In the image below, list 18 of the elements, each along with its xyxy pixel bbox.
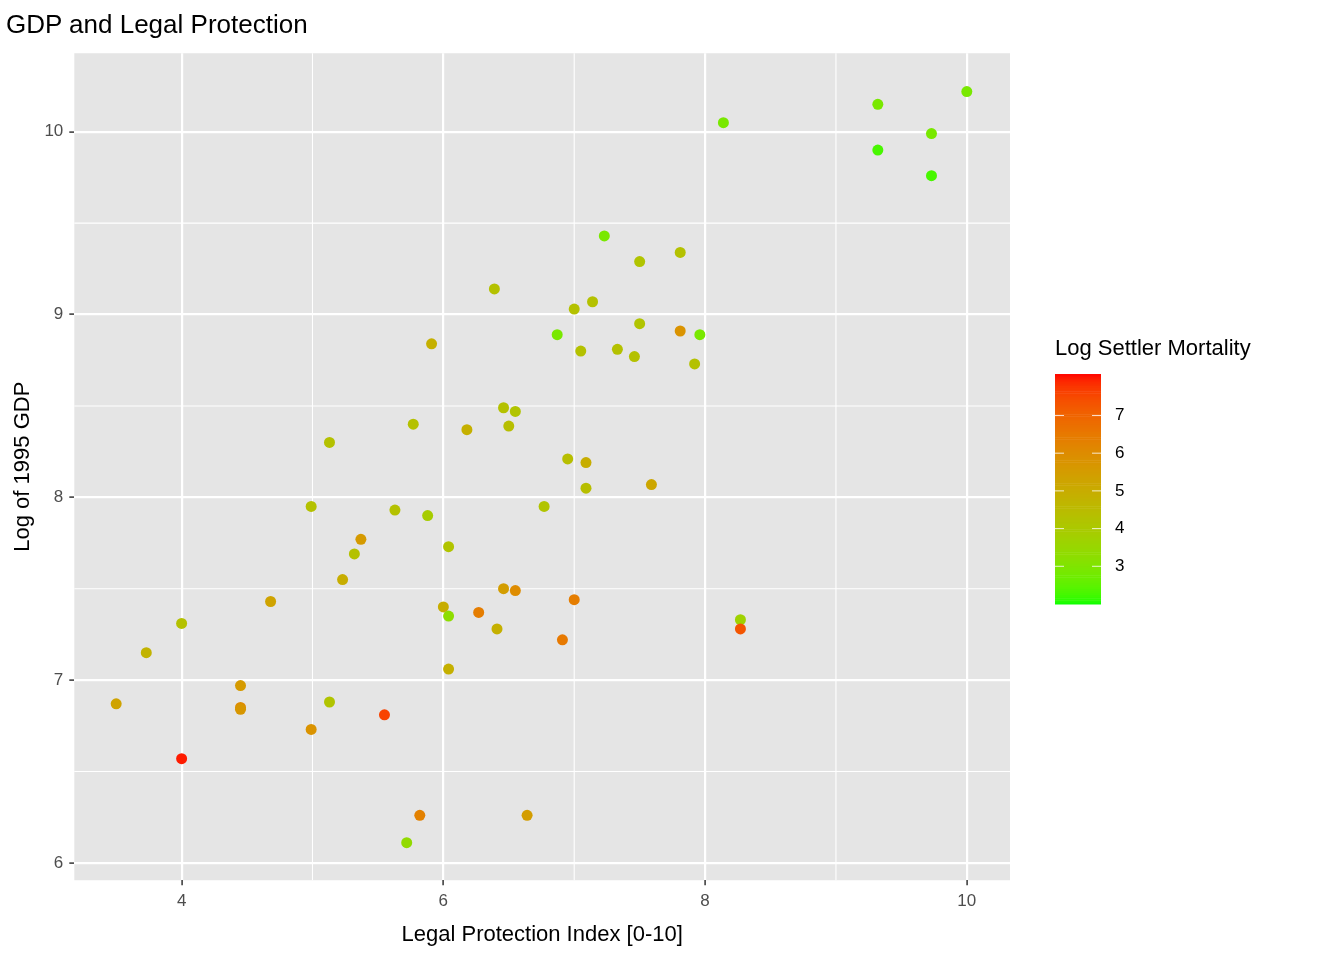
- y-tick-label: 10: [44, 121, 64, 141]
- y-tick-label: 9: [53, 304, 64, 324]
- color-bar-label: 3: [1115, 555, 1125, 575]
- color-bar-label: 4: [1115, 518, 1125, 538]
- x-axis-title: Legal Protection Index [0-10]: [401, 920, 683, 946]
- y-tick-label: 6: [53, 852, 64, 872]
- chart-title: GDP and Legal Protection: [6, 8, 308, 39]
- color-bar-label: 6: [1115, 442, 1125, 462]
- x-tick-label: 4: [176, 891, 187, 911]
- y-tick-label: 7: [53, 669, 64, 689]
- x-tick-label: 6: [438, 891, 449, 911]
- x-tick-label: 10: [957, 891, 977, 911]
- x-tick-label: 8: [700, 891, 710, 911]
- y-axis-title: Log of 1995 GDP: [9, 381, 35, 552]
- y-tick-label: 8: [53, 487, 64, 506]
- color-bar-title: Log Settler Mortality: [1055, 335, 1251, 360]
- color-bar-label: 5: [1115, 480, 1125, 500]
- color-bar-label: 7: [1115, 405, 1125, 425]
